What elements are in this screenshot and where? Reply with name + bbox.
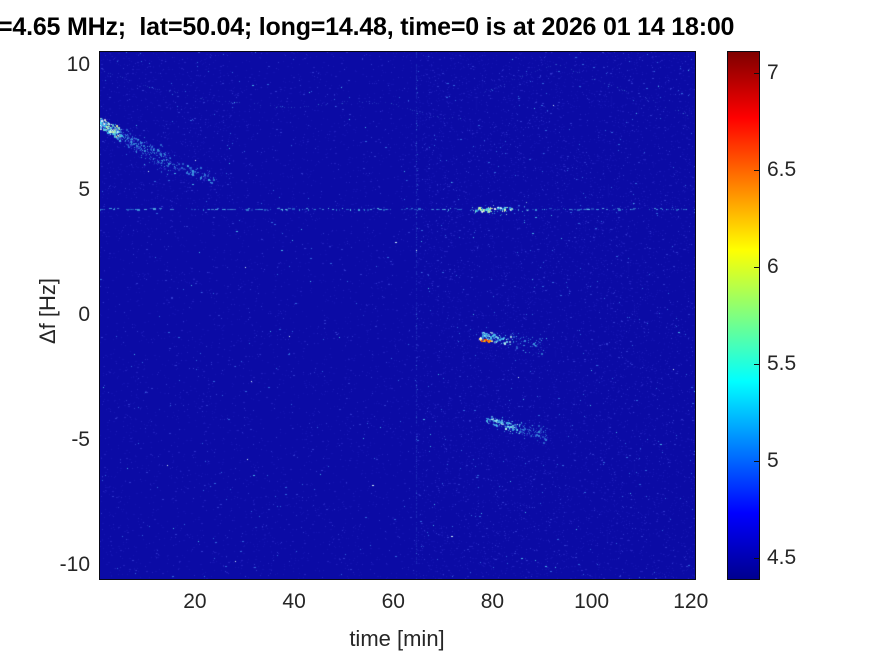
plot-area [99, 51, 696, 580]
colorbar-tick-mark [754, 460, 759, 462]
colorbar-tick-mark [754, 170, 759, 172]
y-tick-label: -10 [59, 553, 90, 577]
y-tick-label: 5 [78, 178, 90, 202]
colorbar-tick-label: 6 [767, 255, 779, 279]
colorbar-tick-mark [754, 73, 759, 75]
y-tick-label: 0 [78, 303, 90, 327]
x-axis-label: time [min] [349, 626, 445, 651]
colorbar-gradient [728, 52, 759, 579]
y-tick-label: 10 [66, 53, 90, 77]
x-tick-label: 40 [282, 590, 306, 613]
x-tick-label: 80 [480, 590, 505, 613]
x-tick-label: 100 [574, 590, 610, 613]
colorbar-tick-label: 5.5 [767, 351, 797, 375]
colorbar-tick-label: 6.5 [767, 158, 797, 182]
colorbar-tick-mark [754, 557, 759, 559]
x-tick-label: 60 [381, 590, 405, 613]
x-tick-label: 20 [183, 590, 207, 613]
y-tick-label: -5 [71, 428, 90, 452]
colorbar-tick-mark [754, 363, 759, 365]
colorbar [727, 51, 760, 580]
x-tick-label: 120 [673, 590, 709, 613]
colorbar-tick-label: 4.5 [767, 545, 797, 569]
colorbar-tick-label: 5 [767, 448, 779, 472]
heatmap-image [100, 52, 695, 579]
colorbar-tick-mark [754, 267, 759, 269]
plot-title: =4.65 MHz; lat=50.04; long=14.48, time=0… [0, 13, 735, 41]
colorbar-tick-label: 7 [767, 61, 779, 85]
